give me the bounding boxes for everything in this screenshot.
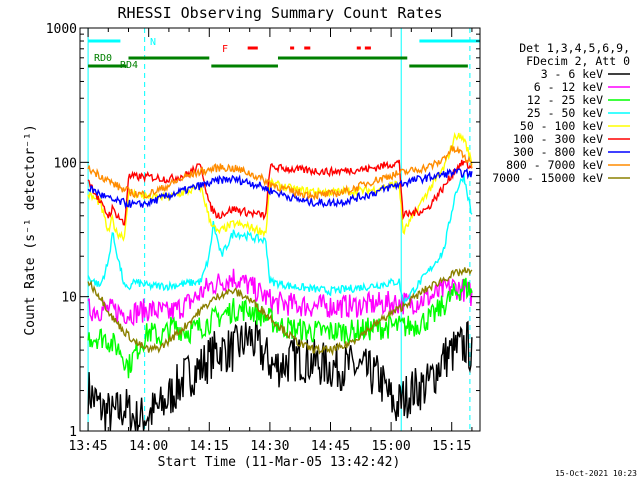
state-bar-label-rd0: RD0 <box>94 53 112 64</box>
y-tick-label: 10 <box>61 291 77 306</box>
state-bars: N F RD0 RD4 <box>88 37 480 71</box>
observation-vlines <box>87 28 471 431</box>
series-line-300-800-kev <box>87 167 473 210</box>
series-lines <box>87 131 473 431</box>
legend-entry-12-25-kev: 12 - 25 keV <box>527 93 603 107</box>
y-axis-label: Count Rate (s⁻¹ detector⁻¹) <box>23 124 38 335</box>
series-line-50-100-kev <box>87 131 473 242</box>
legend-entry-25-50-kev: 25 - 50 keV <box>527 106 603 120</box>
x-tick-label: 14:15 <box>190 439 229 454</box>
x-tick-label: 14:00 <box>129 439 168 454</box>
legend-entry-6-12-kev: 6 - 12 keV <box>534 80 603 94</box>
state-bar-label-n: N <box>150 37 156 48</box>
legend-entry-800-7000-kev: 800 - 7000 keV <box>506 158 603 172</box>
series-line-800-7000-kev <box>87 145 473 201</box>
legend-entry-300-800-kev: 300 - 800 keV <box>513 145 603 159</box>
y-tick-label: 100 <box>54 156 77 171</box>
render-timestamp: 15-Oct-2021 10:23 <box>555 469 637 478</box>
state-bar-label-f: F <box>222 44 228 55</box>
x-axis: 13:45 14:00 14:15 14:30 14:45 15:00 15:15 <box>69 28 473 454</box>
chart-title: RHESSI Observing Summary Count Rates <box>117 4 442 22</box>
state-bar-label-rd4: RD4 <box>120 60 138 71</box>
legend-entry-100-300-kev: 100 - 300 keV <box>513 132 603 146</box>
plot-frame <box>79 27 481 432</box>
x-tick-label: 13:45 <box>69 439 108 454</box>
x-tick-label: 15:00 <box>372 439 411 454</box>
series-line-100-300-kev <box>87 159 473 226</box>
legend-header: FDecim 2, Att 0 <box>526 54 630 68</box>
x-tick-label: 14:45 <box>311 439 350 454</box>
legend: Det 1,3,4,5,6,9,FDecim 2, Att 03 - 6 keV… <box>492 41 630 185</box>
x-axis-label: Start Time (11-Mar-05 13:42:42) <box>158 455 401 470</box>
series-line-7000-15000-kev <box>87 267 473 357</box>
y-tick-label: 1 <box>69 425 77 440</box>
y-axis: 1 10 100 1000 <box>46 22 480 440</box>
legend-entry-7000-15000-kev: 7000 - 15000 keV <box>492 171 603 185</box>
x-tick-label: 14:30 <box>250 439 289 454</box>
y-tick-label: 1000 <box>46 22 77 37</box>
legend-header: Det 1,3,4,5,6,9, <box>519 41 630 55</box>
x-tick-label: 15:15 <box>432 439 471 454</box>
series-line-3-6-kev <box>87 320 473 431</box>
legend-entry-3-6-kev: 3 - 6 keV <box>541 67 603 81</box>
legend-entry-50-100-kev: 50 - 100 keV <box>520 119 603 133</box>
series-line-25-50-kev <box>87 173 473 308</box>
